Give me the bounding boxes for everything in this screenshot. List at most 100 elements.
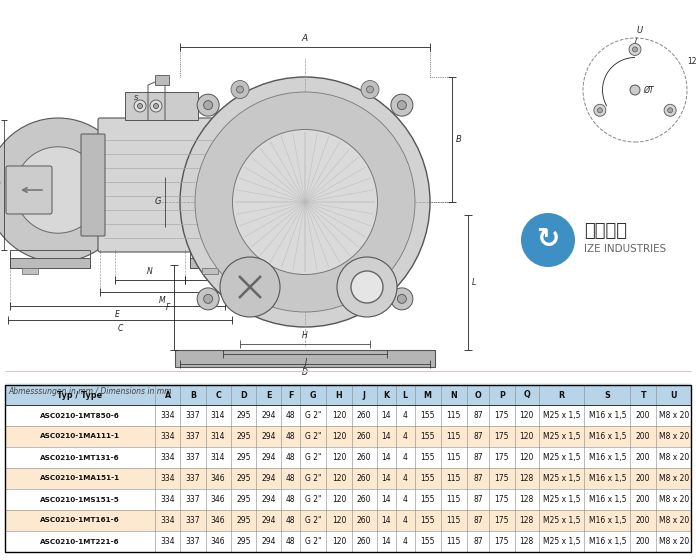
Text: 260: 260 — [357, 495, 372, 504]
Text: M25 x 1,5: M25 x 1,5 — [543, 495, 580, 504]
Text: K: K — [383, 390, 389, 399]
Text: 175: 175 — [495, 537, 509, 546]
Text: 175: 175 — [495, 474, 509, 483]
FancyBboxPatch shape — [5, 426, 691, 447]
FancyBboxPatch shape — [155, 75, 169, 85]
Text: 128: 128 — [520, 537, 534, 546]
Text: M8 x 20: M8 x 20 — [658, 453, 689, 462]
Circle shape — [154, 104, 159, 109]
Text: 334: 334 — [160, 537, 175, 546]
Text: U: U — [670, 390, 677, 399]
Text: 294: 294 — [262, 474, 276, 483]
Text: 334: 334 — [160, 432, 175, 441]
FancyBboxPatch shape — [81, 134, 105, 236]
Text: 48: 48 — [286, 474, 296, 483]
FancyBboxPatch shape — [22, 268, 38, 274]
Text: 294: 294 — [262, 453, 276, 462]
Text: 200: 200 — [636, 453, 651, 462]
FancyBboxPatch shape — [5, 510, 691, 531]
Text: 14: 14 — [381, 495, 391, 504]
Text: G 2": G 2" — [305, 516, 322, 525]
Text: ASC0210-1MT131-6: ASC0210-1MT131-6 — [40, 455, 120, 460]
Text: 128: 128 — [520, 516, 534, 525]
FancyBboxPatch shape — [5, 385, 691, 405]
Circle shape — [667, 108, 672, 113]
Text: J: J — [363, 390, 365, 399]
Circle shape — [351, 271, 383, 303]
Text: G: G — [155, 198, 161, 207]
Circle shape — [629, 44, 641, 55]
Text: 346: 346 — [211, 474, 226, 483]
Circle shape — [633, 47, 638, 52]
Text: 200: 200 — [636, 474, 651, 483]
Circle shape — [337, 257, 397, 317]
Text: 314: 314 — [211, 411, 226, 420]
Text: 87: 87 — [473, 516, 482, 525]
Text: ØT: ØT — [643, 86, 654, 95]
Text: M25 x 1,5: M25 x 1,5 — [543, 411, 580, 420]
Text: Q: Q — [523, 390, 530, 399]
Text: 175: 175 — [495, 411, 509, 420]
Text: T: T — [640, 390, 646, 399]
Text: 48: 48 — [286, 432, 296, 441]
Text: M8 x 20: M8 x 20 — [658, 411, 689, 420]
FancyBboxPatch shape — [6, 166, 52, 214]
Text: 155: 155 — [420, 432, 435, 441]
Text: 4: 4 — [403, 411, 408, 420]
Text: 200: 200 — [636, 516, 651, 525]
Text: 314: 314 — [211, 453, 226, 462]
FancyBboxPatch shape — [5, 405, 691, 426]
Text: 337: 337 — [186, 453, 200, 462]
Text: ASC0210-1MT161-6: ASC0210-1MT161-6 — [40, 517, 120, 524]
Text: 120: 120 — [332, 432, 346, 441]
Text: IZE INDUSTRIES: IZE INDUSTRIES — [584, 244, 666, 254]
Text: 4: 4 — [403, 432, 408, 441]
Text: 120°: 120° — [687, 57, 696, 66]
FancyBboxPatch shape — [125, 92, 198, 120]
Text: 115: 115 — [447, 453, 461, 462]
Text: 120: 120 — [520, 453, 534, 462]
Text: 295: 295 — [236, 432, 251, 441]
Text: Abmesssungen in mm / Dimensions in mm: Abmesssungen in mm / Dimensions in mm — [8, 388, 171, 396]
Text: 260: 260 — [357, 432, 372, 441]
Text: 295: 295 — [236, 411, 251, 420]
Text: 4: 4 — [403, 474, 408, 483]
Text: 200: 200 — [636, 432, 651, 441]
Text: 120: 120 — [332, 537, 346, 546]
Text: 87: 87 — [473, 453, 482, 462]
Text: 48: 48 — [286, 516, 296, 525]
Text: 334: 334 — [160, 474, 175, 483]
Circle shape — [630, 85, 640, 95]
Text: J: J — [304, 358, 306, 367]
Circle shape — [204, 101, 212, 110]
FancyBboxPatch shape — [98, 118, 220, 252]
Text: G 2": G 2" — [305, 495, 322, 504]
Circle shape — [521, 213, 575, 267]
Text: G 2": G 2" — [305, 474, 322, 483]
Text: M8 x 20: M8 x 20 — [658, 537, 689, 546]
FancyBboxPatch shape — [5, 447, 691, 468]
Text: A: A — [302, 34, 308, 43]
Text: 120: 120 — [520, 432, 534, 441]
Circle shape — [134, 100, 146, 112]
Text: 120: 120 — [332, 453, 346, 462]
FancyBboxPatch shape — [5, 468, 691, 489]
FancyBboxPatch shape — [190, 258, 230, 268]
Text: 14: 14 — [381, 474, 391, 483]
Text: 294: 294 — [262, 516, 276, 525]
Text: 120: 120 — [332, 495, 346, 504]
Text: 155: 155 — [420, 516, 435, 525]
Text: G 2": G 2" — [305, 537, 322, 546]
Text: 4: 4 — [403, 453, 408, 462]
Text: B: B — [456, 135, 461, 144]
Text: M25 x 1,5: M25 x 1,5 — [543, 537, 580, 546]
Text: O: O — [202, 267, 208, 276]
Text: M16 x 1,5: M16 x 1,5 — [589, 474, 626, 483]
Text: 4: 4 — [403, 537, 408, 546]
Circle shape — [594, 104, 606, 116]
Text: ASC0210-1MA151-1: ASC0210-1MA151-1 — [40, 475, 120, 482]
Text: 14: 14 — [381, 516, 391, 525]
Text: 334: 334 — [160, 495, 175, 504]
Text: 260: 260 — [357, 474, 372, 483]
Text: M: M — [159, 296, 166, 305]
